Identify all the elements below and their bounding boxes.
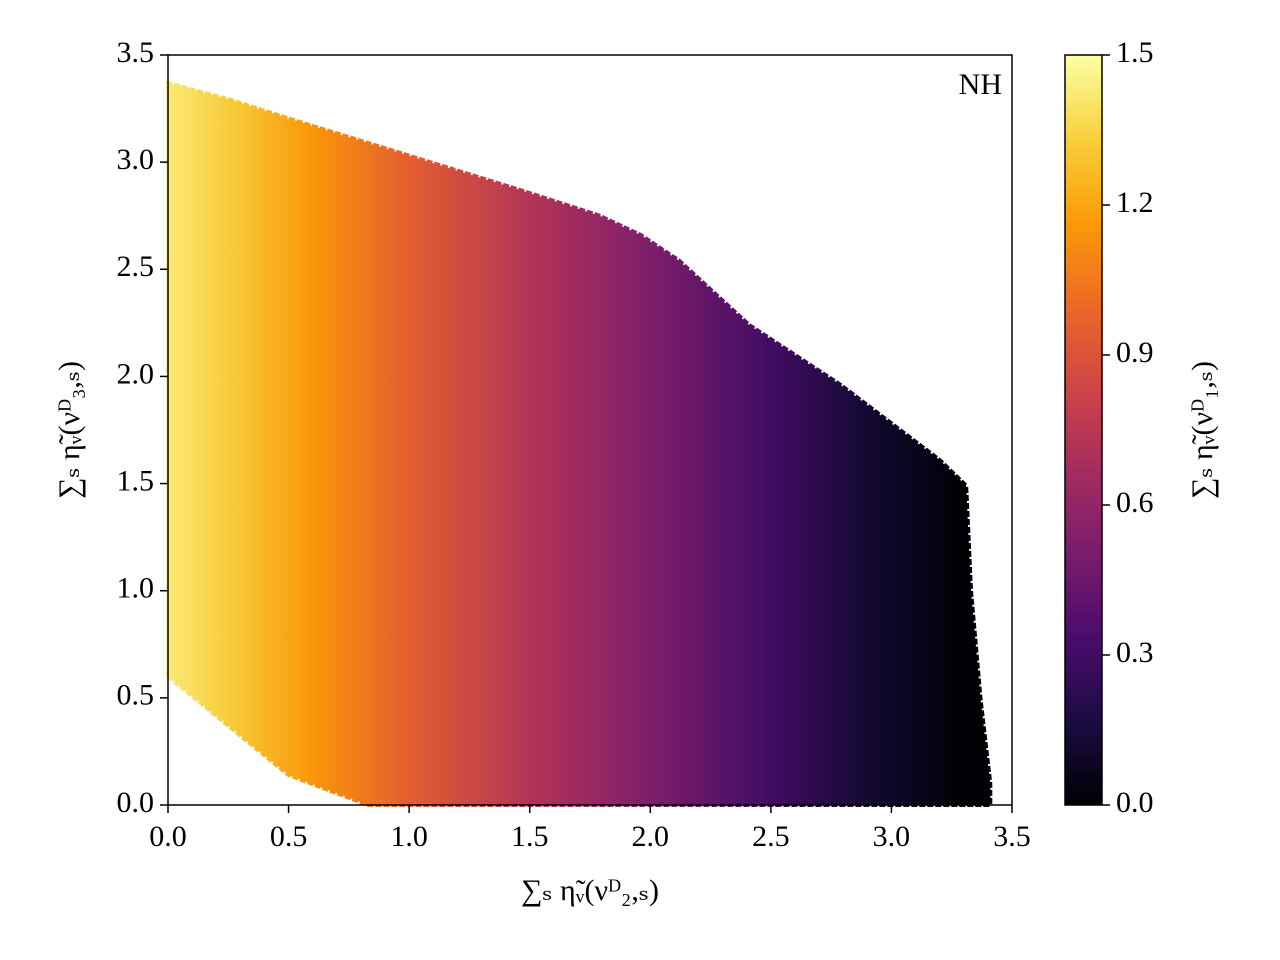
- colorbar-tick-label: 0.6: [1116, 486, 1154, 519]
- colorbar-tick-label: 1.5: [1116, 36, 1154, 69]
- y-tick-label: 2.5: [117, 250, 155, 283]
- colorbar-frame: [1064, 54, 1103, 806]
- x-tick-label: 3.0: [873, 820, 911, 853]
- colorbar-tick-label: 0.3: [1116, 636, 1154, 669]
- y-tick-label: 1.5: [117, 464, 155, 497]
- x-tick-label: 2.0: [632, 820, 670, 853]
- y-tick-label: 0.0: [117, 786, 155, 819]
- colorbar-tick-label: 0.0: [1116, 786, 1154, 819]
- plot-frame: [167, 54, 1013, 806]
- y-tick-label: 3.5: [117, 36, 155, 69]
- y-axis-label: ∑ₛ η̃ᵥ(νᴰ₃,ₛ): [53, 361, 86, 499]
- x-axis-label: ∑ₛ η̃ᵥ(νᴰ₂,ₛ): [521, 874, 659, 907]
- x-tick-label: 0.0: [149, 820, 187, 853]
- y-tick-label: 3.0: [117, 143, 155, 176]
- colorbar-tick-label: 0.9: [1116, 336, 1154, 369]
- hexbin-region: [166, 80, 993, 807]
- x-tick-label: 2.5: [752, 820, 790, 853]
- x-tick-label: 1.5: [511, 820, 549, 853]
- colorbar: [1065, 55, 1102, 805]
- annotation: NH: [959, 68, 1002, 101]
- x-tick-label: 3.5: [993, 820, 1031, 853]
- colorbar-tick-label: 1.2: [1116, 186, 1154, 219]
- y-tick-label: 1.0: [117, 572, 155, 605]
- x-tick-label: 1.0: [390, 820, 428, 853]
- y-tick-label: 0.5: [117, 679, 155, 712]
- x-tick-label: 0.5: [270, 820, 308, 853]
- y-tick-label: 2.0: [117, 357, 155, 390]
- colorbar-label: ∑ₛ η̃ᵥ(νᴰ₁,ₛ): [1186, 361, 1219, 499]
